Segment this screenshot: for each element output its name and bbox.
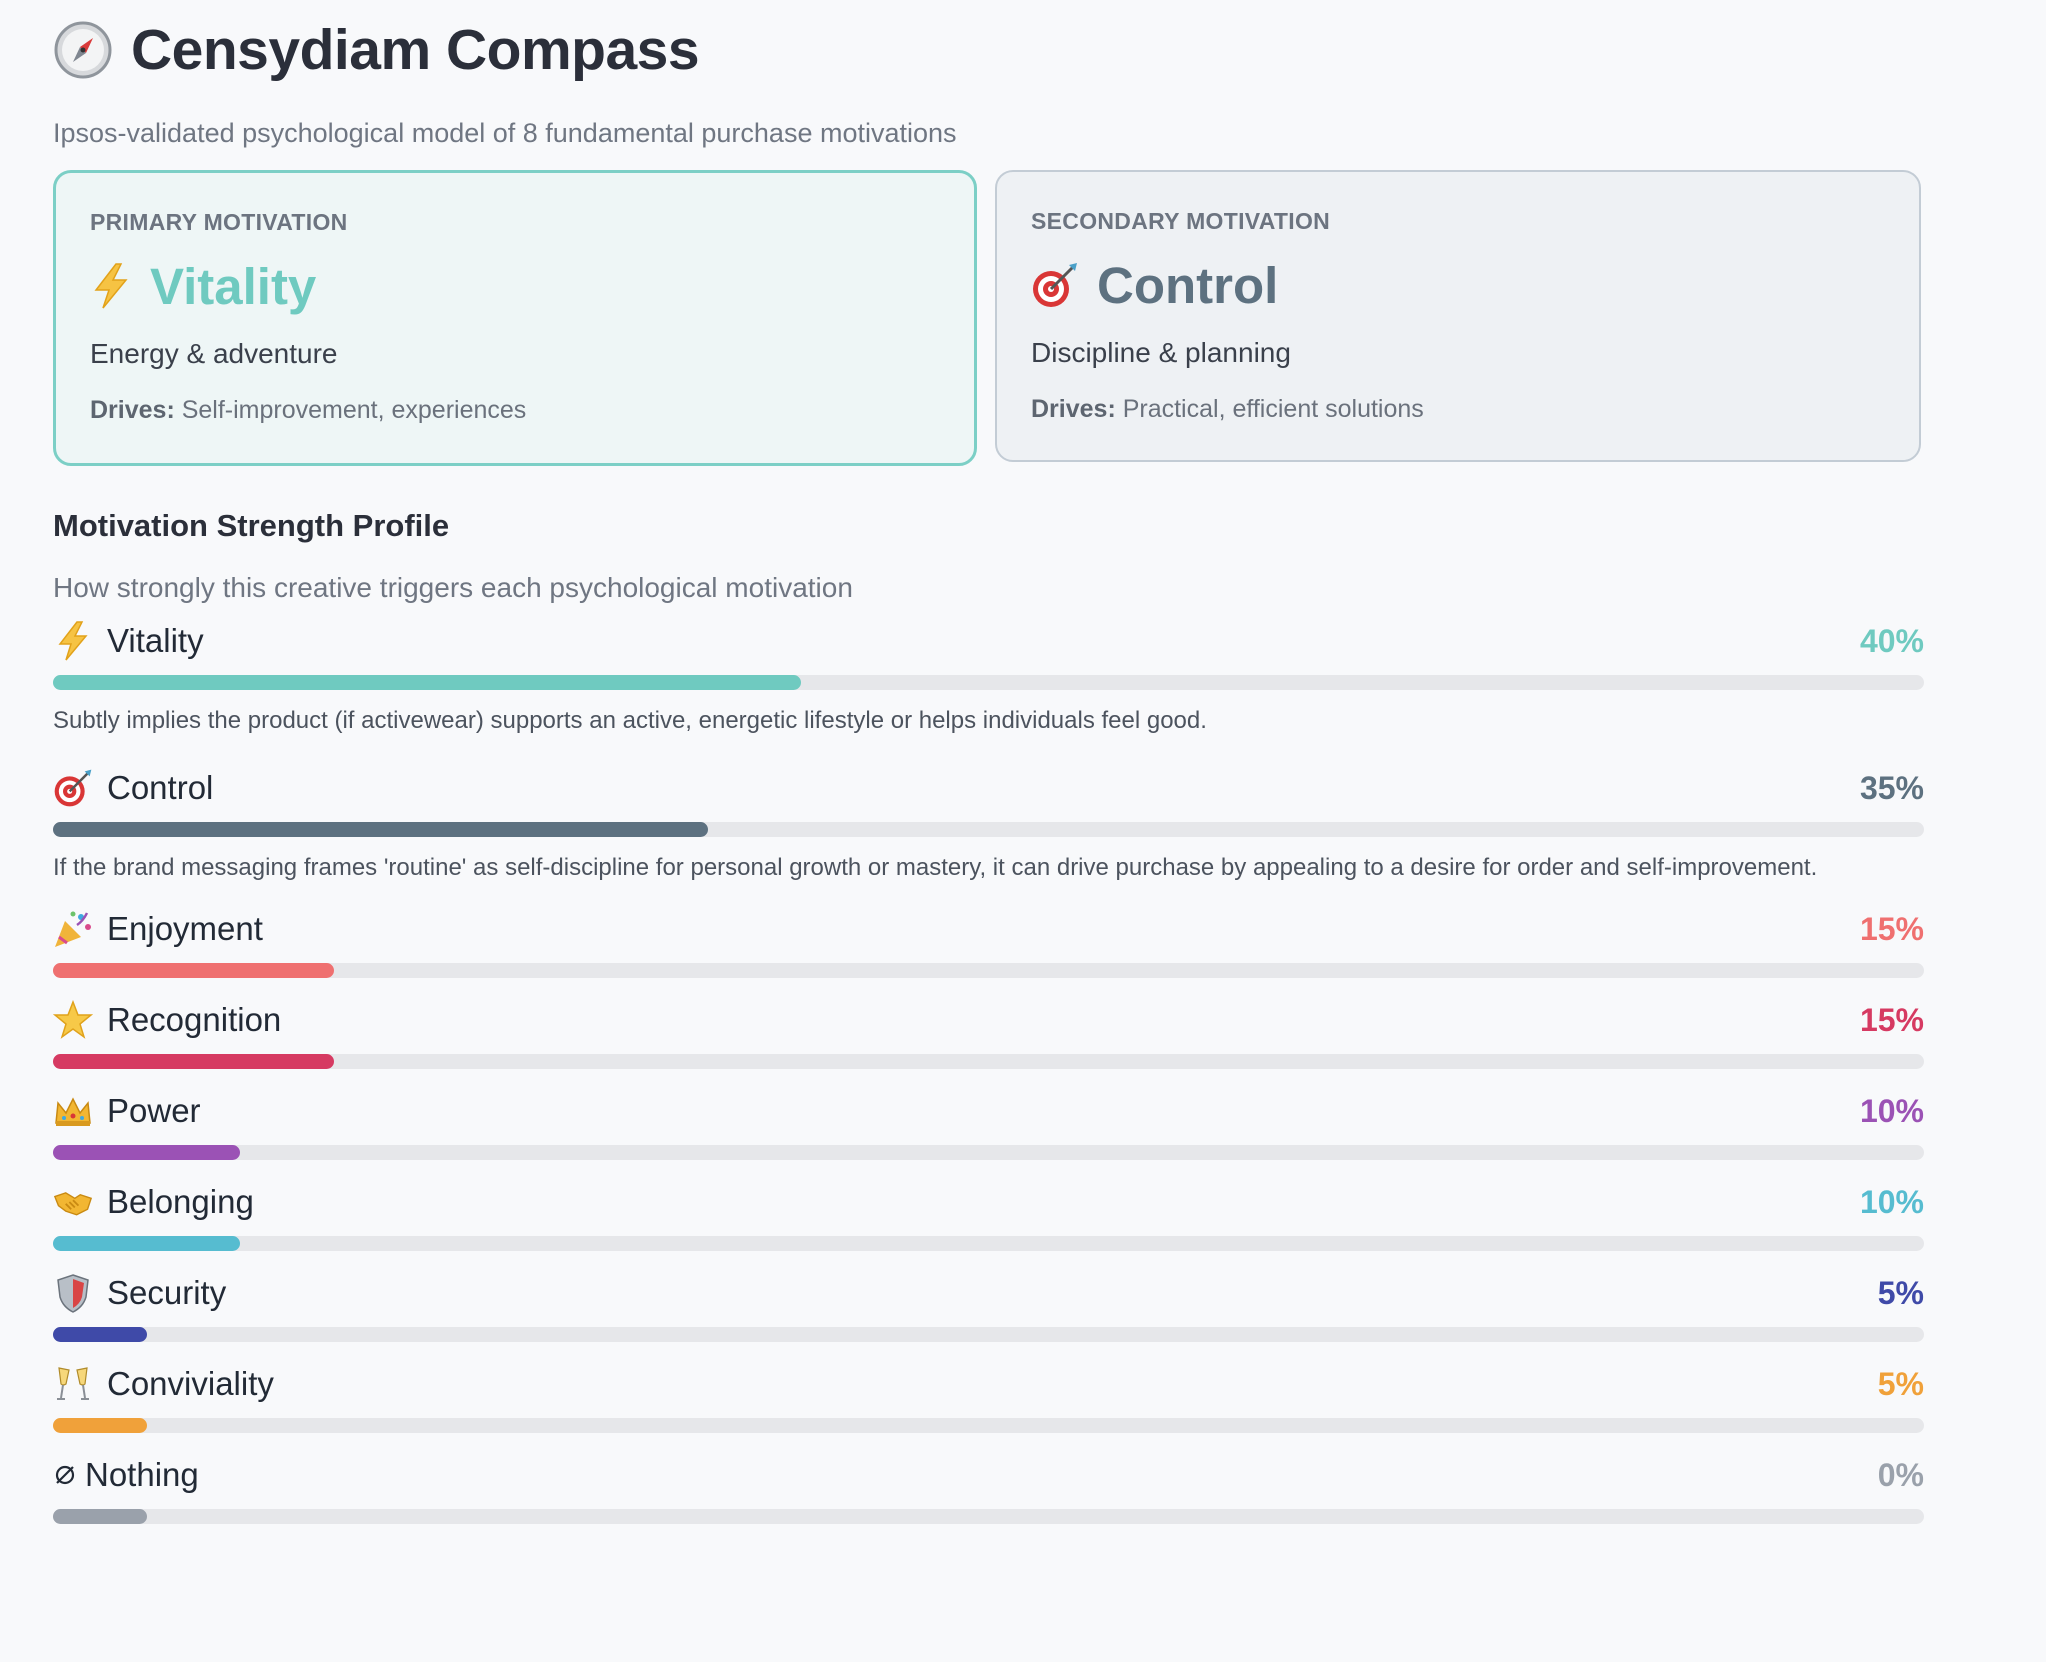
strength-bar-fill	[53, 1054, 334, 1069]
primary-drives: Drives: Self-improvement, experiences	[90, 396, 527, 424]
target-icon	[1033, 263, 1077, 307]
motivation-row-vitality: Vitality 40% Subtly implies the product (i…	[53, 619, 1924, 740]
motivation-label: Conviviality	[107, 1365, 274, 1402]
motivation-label: Security	[107, 1274, 227, 1311]
strength-bar-track	[53, 1236, 1924, 1251]
primary-kicker: PRIMARY MOTIVATION	[90, 209, 348, 235]
champagne-glasses-icon	[53, 1364, 93, 1404]
motivation-label: Recognition	[107, 1001, 282, 1038]
secondary-description: Discipline & planning	[1031, 337, 1291, 368]
handshake-icon	[53, 1182, 93, 1222]
compass-icon	[53, 20, 113, 80]
motivation-percent: 10%	[1859, 1092, 1924, 1129]
lightning-icon	[94, 263, 128, 309]
strength-bar-fill	[53, 675, 802, 690]
party-popper-icon	[53, 909, 93, 949]
strength-bar-fill	[53, 1145, 241, 1160]
motivation-row-enjoyment: Enjoyment 15%	[53, 907, 1924, 978]
motivation-percent: 0%	[1877, 1456, 1924, 1493]
motivation-percent: 5%	[1877, 1274, 1924, 1311]
crown-icon	[53, 1091, 93, 1131]
strength-bar-fill	[53, 1509, 147, 1524]
motivation-label: Enjoyment	[107, 910, 263, 947]
secondary-drives: Drives: Practical, efficient solutions	[1031, 395, 1424, 423]
strength-bar-track	[53, 1509, 1924, 1524]
motivation-row-security: Security 5%	[53, 1271, 1924, 1342]
shield-icon	[53, 1273, 93, 1313]
motivation-description: Subtly implies the product (if activewea…	[53, 707, 1207, 734]
strength-bar-track	[53, 1418, 1924, 1433]
motivation-percent: 10%	[1859, 1183, 1924, 1220]
primary-motivation-card: PRIMARY MOTIVATION Vitality Energy & adv…	[53, 170, 977, 466]
motivation-row-belonging: Belonging 10%	[53, 1180, 1924, 1251]
motivation-percent: 15%	[1859, 1001, 1924, 1038]
profile-title: Motivation Strength Profile	[53, 508, 450, 543]
lightning-icon	[53, 621, 93, 661]
motivation-label: Power	[107, 1092, 201, 1129]
motivation-percent: 15%	[1859, 910, 1924, 947]
censydiam-compass-panel: Censydiam Compass Ipsos-validated psycho…	[53, 0, 1924, 1524]
secondary-name: Control	[1097, 256, 1279, 314]
profile-subtitle: How strongly this creative triggers each…	[53, 572, 853, 603]
motivation-label: Belonging	[107, 1183, 254, 1220]
strength-bar-track	[53, 1145, 1924, 1160]
motivation-row-conviviality: Conviviality 5%	[53, 1362, 1924, 1433]
strength-bar-fill	[53, 1418, 147, 1433]
strength-bar-fill	[53, 1327, 147, 1342]
empty-set-icon	[53, 1455, 77, 1495]
strength-bar-track	[53, 1054, 1924, 1069]
strength-bar-fill	[53, 822, 708, 837]
star-icon	[53, 1000, 93, 1040]
motivation-list: Vitality 40% Subtly implies the product (i…	[53, 619, 1924, 1524]
strength-bar-fill	[53, 963, 334, 978]
strength-bar-track	[53, 963, 1924, 978]
motivation-label: Control	[107, 769, 214, 806]
page-title: Censydiam Compass	[131, 18, 700, 82]
motivation-percent: 40%	[1859, 622, 1924, 659]
motivation-row-recognition: Recognition 15%	[53, 998, 1924, 1069]
secondary-kicker: SECONDARY MOTIVATION	[1031, 208, 1331, 234]
secondary-motivation-card: SECONDARY MOTIVATION Control Discipline …	[995, 170, 1921, 462]
motivation-row-nothing: Nothing 0%	[53, 1453, 1924, 1524]
strength-bar-track	[53, 675, 1924, 690]
target-icon	[53, 768, 93, 808]
motivation-label: Vitality	[107, 622, 204, 659]
page-subtitle: Ipsos-validated psychological model of 8…	[53, 118, 957, 148]
motivation-row-control: Control 35% If the brand messaging frames …	[53, 766, 1924, 887]
motivation-label: Nothing	[85, 1456, 199, 1493]
motivation-description: If the brand messaging frames 'routine' …	[53, 854, 1818, 881]
primary-description: Energy & adventure	[90, 338, 338, 369]
motivation-percent: 5%	[1877, 1365, 1924, 1402]
strength-bar-track	[53, 822, 1924, 837]
motivation-cards: PRIMARY MOTIVATION Vitality Energy & adv…	[53, 170, 1924, 466]
primary-name: Vitality	[150, 257, 317, 315]
header: Censydiam Compass	[53, 0, 1924, 100]
motivation-row-power: Power 10%	[53, 1089, 1924, 1160]
strength-bar-fill	[53, 1236, 241, 1251]
motivation-percent: 35%	[1859, 769, 1924, 806]
strength-bar-track	[53, 1327, 1924, 1342]
